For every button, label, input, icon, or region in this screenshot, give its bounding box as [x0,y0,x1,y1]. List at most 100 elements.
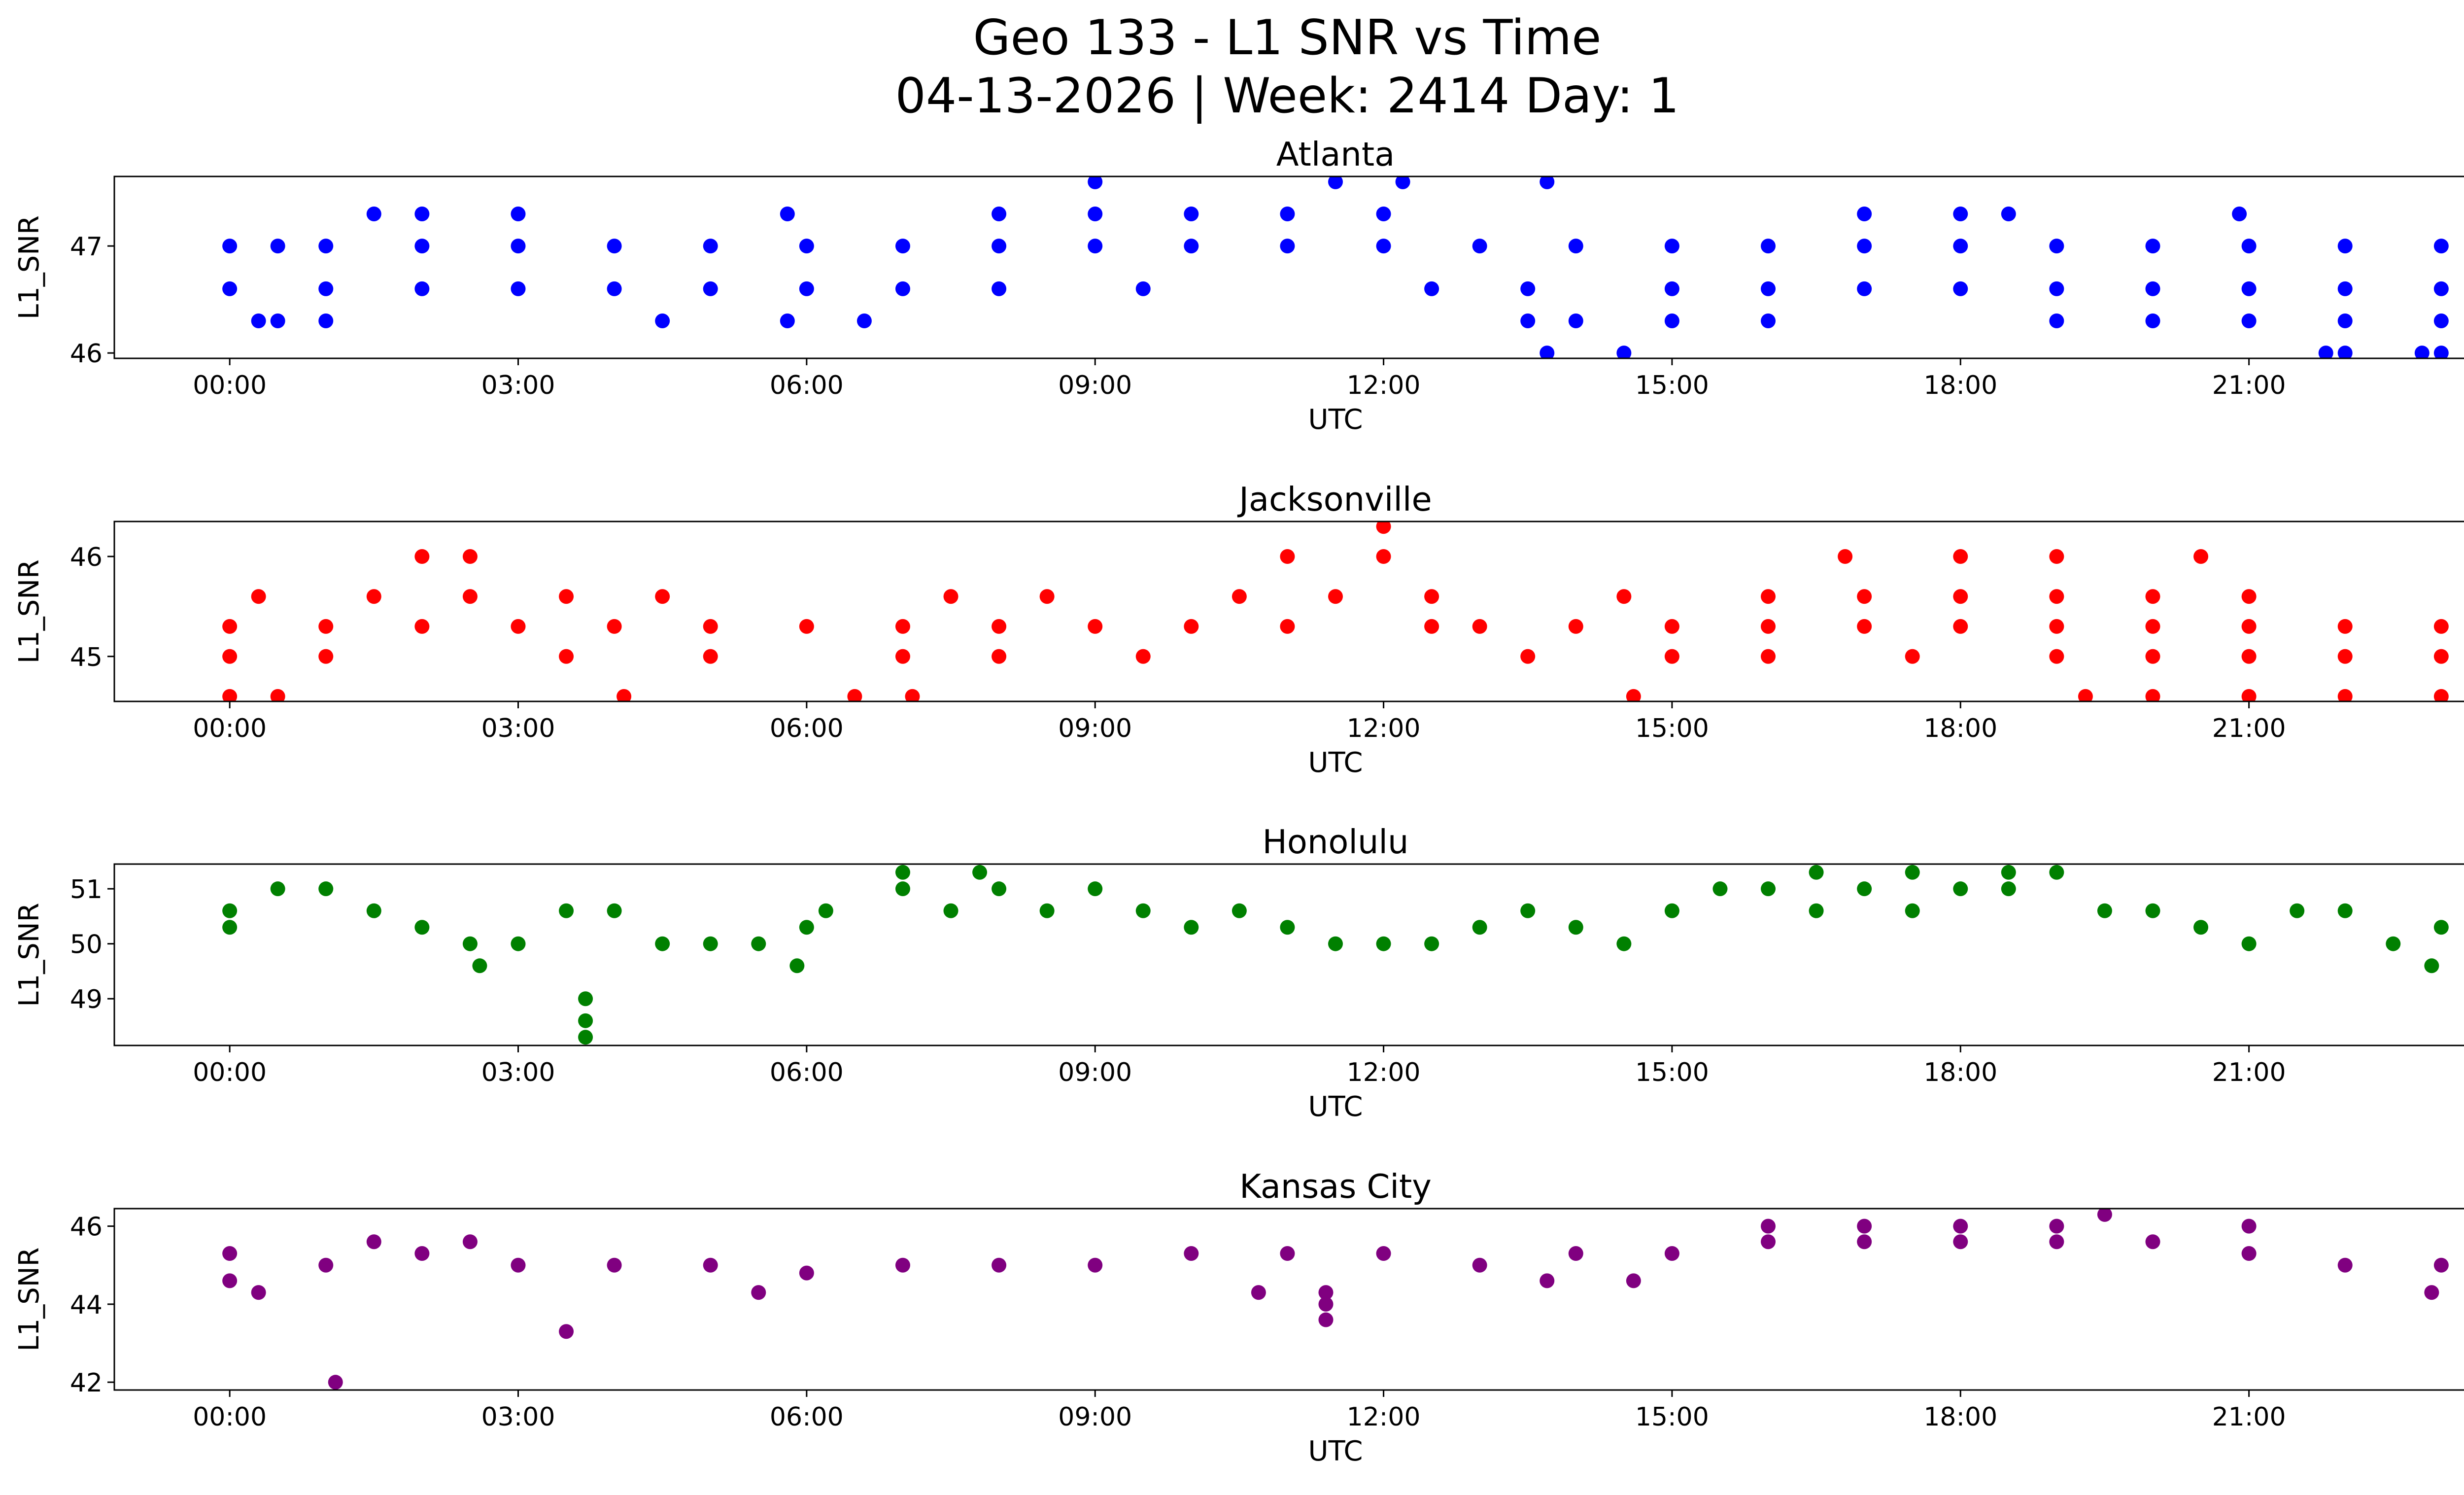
data-point [1761,281,1776,296]
data-point [414,1246,430,1261]
data-point [2145,689,2160,701]
x-tick-label: 18:00 [1923,1058,1997,1087]
chart-panels: Atlanta 00:00 03:00 06:00 09:00 12:00 15:00 18:… [13,135,2464,1467]
data-point [818,903,833,918]
data-point [1472,1257,1487,1273]
data-point [1376,206,1391,221]
data-point [2145,649,2160,664]
data-point [751,936,766,951]
data-point [2241,936,2257,951]
data-point [2337,649,2353,664]
data-point [1520,903,1536,918]
y-tick-label: 50 [70,930,103,960]
data-point [1280,1246,1295,1261]
data-point [1232,903,1247,918]
data-point [1712,881,1728,897]
y-tick-label: 46 [70,339,103,369]
data-point [366,1234,381,1250]
x-tick-label: 21:00 [2212,1058,2286,1087]
data-point [318,239,334,254]
data-point [607,1257,622,1273]
data-point [578,1013,593,1028]
data-point [1761,649,1776,664]
data-point [1520,313,1536,329]
data-point [1953,1218,1968,1234]
data-point [616,689,632,701]
data-point [1616,936,1632,951]
data-point [1664,1246,1679,1261]
data-point [578,991,593,1007]
data-point [2337,903,2353,918]
data-point [222,619,238,634]
data-point [2049,281,2064,296]
data-point [2337,1257,2353,1273]
data-point [1761,1218,1776,1234]
panel-jacksonville: Jacksonville 00:00 03:00 06:00 09:00 12:00 15:… [13,480,2464,779]
data-point [1664,649,1679,664]
x-tick-label: 00:00 [193,1402,267,1432]
data-point [799,239,814,254]
data-point [1424,936,1439,951]
axes-frame [113,175,2464,359]
data-point [1953,281,1968,296]
data-point [1905,903,1920,918]
panel-title: Kansas City [1239,1167,1432,1206]
data-point [1857,619,1872,634]
y-axis-label: L1_SNR [13,903,45,1007]
data-point [1184,619,1199,634]
data-point [655,313,670,329]
data-point [2078,689,2093,701]
data-point [607,281,622,296]
data-point [2241,239,2257,254]
data-point [1088,1257,1103,1273]
x-tick-label: 06:00 [770,371,844,400]
data-point [2241,689,2257,701]
x-tick-label: 09:00 [1058,1402,1132,1432]
data-point [703,936,718,951]
data-point [1088,239,1103,254]
data-point [462,1234,478,1250]
data-point [2241,1246,2257,1261]
panel-title: Jacksonville [1237,480,1432,519]
data-point [992,281,1007,296]
data-point [895,865,910,880]
data-point [607,903,622,918]
data-point [1472,920,1487,935]
data-point [366,589,381,604]
data-point [1761,1234,1776,1250]
data-point [1472,619,1487,634]
data-point [2241,589,2257,604]
data-point [222,281,238,296]
data-point [780,206,795,221]
x-tick-label: 21:00 [2212,371,2286,400]
data-point [2145,1234,2160,1250]
data-point [1664,903,1679,918]
data-point [2145,281,2160,296]
x-tick-label: 09:00 [1058,714,1132,743]
data-point [2241,619,2257,634]
data-point [318,281,334,296]
data-point [1424,619,1439,634]
data-point [2337,313,2353,329]
data-point [2290,903,2305,918]
data-point [1616,589,1632,604]
data-point [578,1030,593,1045]
data-point [2241,281,2257,296]
data-point [2193,920,2209,935]
data-point [2097,1209,2112,1222]
data-point [222,1246,238,1261]
data-point [1809,903,1824,918]
data-point [511,619,526,634]
data-point [1039,903,1055,918]
data-point [895,1257,910,1273]
data-point [847,689,862,701]
data-point [1761,239,1776,254]
data-point [511,239,526,254]
panel-title: Honolulu [1263,823,1409,861]
data-point [366,903,381,918]
data-point [328,1375,343,1390]
data-point [992,206,1007,221]
x-tick-label: 03:00 [481,714,555,743]
data-point [1135,903,1151,918]
data-point [1568,239,1583,254]
